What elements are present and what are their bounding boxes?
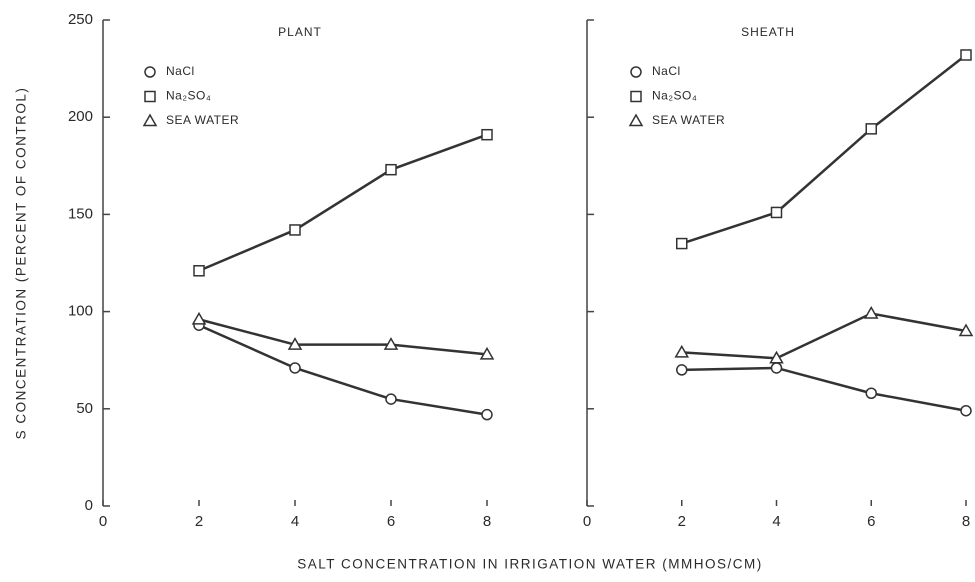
x-tick-label: 2 xyxy=(678,513,686,530)
data-point xyxy=(863,306,879,319)
data-point xyxy=(289,224,301,236)
x-tick-label: 2 xyxy=(195,513,203,530)
legend-marker xyxy=(628,113,644,127)
panel-title: PLANT xyxy=(278,25,322,39)
legend-marker xyxy=(142,113,158,127)
data-point xyxy=(958,323,974,337)
x-tick-label: 8 xyxy=(962,513,970,530)
legend-marker xyxy=(144,90,156,103)
data-point xyxy=(769,350,784,364)
x-tick-label: 6 xyxy=(387,513,395,530)
legend-label: SEA WATER xyxy=(652,113,725,127)
y-tick-label: 200 xyxy=(68,108,93,125)
data-point xyxy=(676,364,688,376)
y-tick-label: 0 xyxy=(85,497,93,514)
data-point xyxy=(481,128,493,141)
data-point xyxy=(287,337,303,350)
series-line xyxy=(681,54,967,245)
data-point xyxy=(865,123,877,135)
x-tick-label: 0 xyxy=(583,513,591,530)
x-tick-label: 4 xyxy=(291,513,299,530)
panel-title: SHEATH xyxy=(741,25,795,39)
series-line xyxy=(681,312,967,360)
data-point xyxy=(193,265,205,277)
data-point xyxy=(479,346,495,360)
data-point xyxy=(481,408,493,421)
data-point xyxy=(674,344,690,358)
data-point xyxy=(770,206,783,219)
data-point xyxy=(385,163,397,176)
legend-marker xyxy=(144,66,156,78)
legend-label: Na₂SO₄ xyxy=(166,89,211,103)
series-line xyxy=(198,133,488,272)
y-tick-label: 100 xyxy=(68,303,93,320)
x-tick-label: 0 xyxy=(99,513,107,530)
series-line xyxy=(198,318,488,356)
data-point xyxy=(383,337,399,350)
x-tick-label: 4 xyxy=(772,513,780,530)
data-point xyxy=(865,387,877,399)
data-point xyxy=(960,49,972,61)
x-tick-label: 6 xyxy=(867,513,875,530)
data-point xyxy=(770,362,783,374)
y-tick-label: 50 xyxy=(76,400,93,417)
y-axis-label: S CONCENTRATION (PERCENT OF CONTROL) xyxy=(14,87,29,440)
y-tick-label: 250 xyxy=(68,11,93,28)
data-point xyxy=(191,311,207,325)
x-axis-label: SALT CONCENTRATION IN IRRIGATION WATER (… xyxy=(297,557,763,572)
legend-label: NaCl xyxy=(166,64,195,78)
data-point xyxy=(676,237,688,250)
legend-marker xyxy=(630,90,642,103)
series-line xyxy=(681,366,967,412)
legend-marker xyxy=(630,66,642,78)
x-tick-label: 8 xyxy=(483,513,491,530)
legend-label: NaCl xyxy=(652,64,681,78)
data-point xyxy=(289,362,301,374)
legend-label: SEA WATER xyxy=(166,113,239,127)
data-point xyxy=(385,393,397,405)
series-line xyxy=(198,324,488,416)
y-tick-label: 150 xyxy=(68,205,93,222)
legend-label: Na₂SO₄ xyxy=(652,89,697,103)
data-point xyxy=(960,404,972,417)
